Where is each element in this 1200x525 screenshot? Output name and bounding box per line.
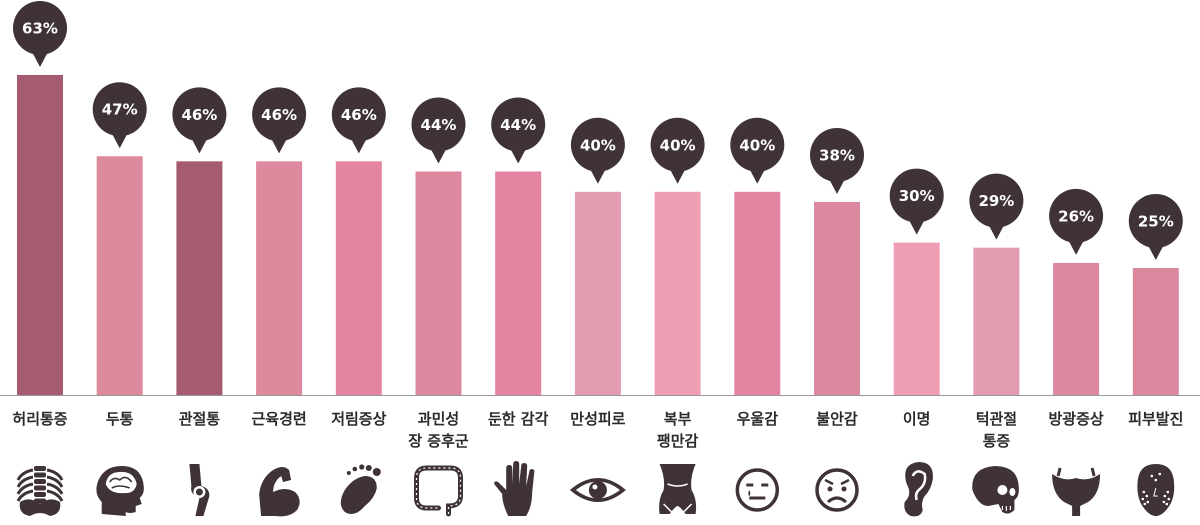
bar-4 xyxy=(256,161,303,395)
bar-10 xyxy=(734,191,781,395)
bar-2 xyxy=(96,156,143,395)
value-bubble-8: 40% xyxy=(570,117,625,184)
value-label-6: 44% xyxy=(421,116,457,134)
value-bubble-13: 29% xyxy=(969,173,1024,240)
eye-icon xyxy=(569,478,626,502)
foot-icon xyxy=(340,464,381,514)
value-bubble-10: 40% xyxy=(730,117,785,184)
value-bubble-1: 63% xyxy=(13,0,67,67)
value-bubble-14: 26% xyxy=(1049,188,1104,255)
value-bubble-5: 46% xyxy=(331,87,386,154)
category-label-9: 복부 팽만감 xyxy=(656,410,699,450)
abdomen-icon xyxy=(659,464,697,514)
bar-15 xyxy=(1132,268,1179,395)
value-label-4: 46% xyxy=(261,106,297,124)
category-label-11: 불안감 xyxy=(816,410,858,428)
value-bubble-9: 40% xyxy=(650,117,705,184)
bar-14 xyxy=(1053,262,1100,395)
category-label-13: 턱관절 통증 xyxy=(975,410,1018,450)
bar-7 xyxy=(495,171,542,395)
value-label-12: 30% xyxy=(899,187,935,205)
bar-11 xyxy=(814,201,860,395)
category-label-4: 근육경련 xyxy=(251,410,307,428)
value-bubble-3: 46% xyxy=(172,87,227,154)
spine-icon xyxy=(16,466,64,516)
bar-12 xyxy=(893,242,940,395)
value-bubble-6: 44% xyxy=(411,97,466,164)
value-label-11: 38% xyxy=(819,146,855,164)
category-label-1: 허리통증 xyxy=(12,410,68,428)
bar-9 xyxy=(654,191,701,395)
worried-face-icon xyxy=(815,468,859,512)
flexed-arm-icon xyxy=(259,467,300,517)
category-label-7: 둔한 감각 xyxy=(487,410,549,428)
ear-icon xyxy=(904,462,933,517)
skull-icon xyxy=(972,466,1019,514)
sad-face-icon xyxy=(735,468,780,512)
bar-1 xyxy=(17,74,63,396)
category-label-5: 저림증상 xyxy=(331,410,387,428)
value-label-7: 44% xyxy=(500,116,536,134)
intestine-icon xyxy=(414,465,463,517)
value-bubble-7: 44% xyxy=(491,97,546,164)
bar-6 xyxy=(415,171,462,395)
category-label-6: 과민성 장 증후군 xyxy=(408,410,469,450)
category-label-10: 우울감 xyxy=(736,410,778,428)
hand-icon xyxy=(494,461,535,516)
value-label-9: 40% xyxy=(660,136,696,154)
category-label-8: 만성피로 xyxy=(570,410,626,428)
value-label-1: 63% xyxy=(22,19,58,37)
value-bubble-15: 25% xyxy=(1128,194,1183,260)
face-rash-icon xyxy=(1137,464,1175,516)
brain-head-icon xyxy=(96,466,144,516)
category-label-14: 방광증상 xyxy=(1048,410,1104,428)
value-bubble-2: 47% xyxy=(92,82,147,149)
value-label-3: 46% xyxy=(181,106,217,124)
bar-3 xyxy=(176,161,223,395)
value-label-14: 26% xyxy=(1058,207,1094,225)
bladder-icon xyxy=(1052,467,1101,516)
knee-joint-icon xyxy=(189,464,210,516)
value-bubble-11: 38% xyxy=(810,127,864,194)
category-label-3: 관절통 xyxy=(178,410,221,428)
bar-8 xyxy=(574,191,621,395)
value-label-2: 47% xyxy=(102,101,138,119)
bar-13 xyxy=(973,247,1020,395)
value-label-5: 46% xyxy=(341,106,377,124)
value-label-8: 40% xyxy=(580,136,616,154)
value-label-15: 25% xyxy=(1138,213,1174,231)
category-label-2: 두통 xyxy=(105,410,134,428)
value-label-13: 29% xyxy=(978,192,1014,210)
value-bubble-12: 30% xyxy=(889,168,944,235)
value-bubble-4: 46% xyxy=(252,87,307,154)
category-label-12: 이명 xyxy=(902,410,931,428)
value-label-10: 40% xyxy=(739,136,775,154)
bar-5 xyxy=(335,161,382,395)
category-label-15: 피부발진 xyxy=(1128,410,1184,428)
